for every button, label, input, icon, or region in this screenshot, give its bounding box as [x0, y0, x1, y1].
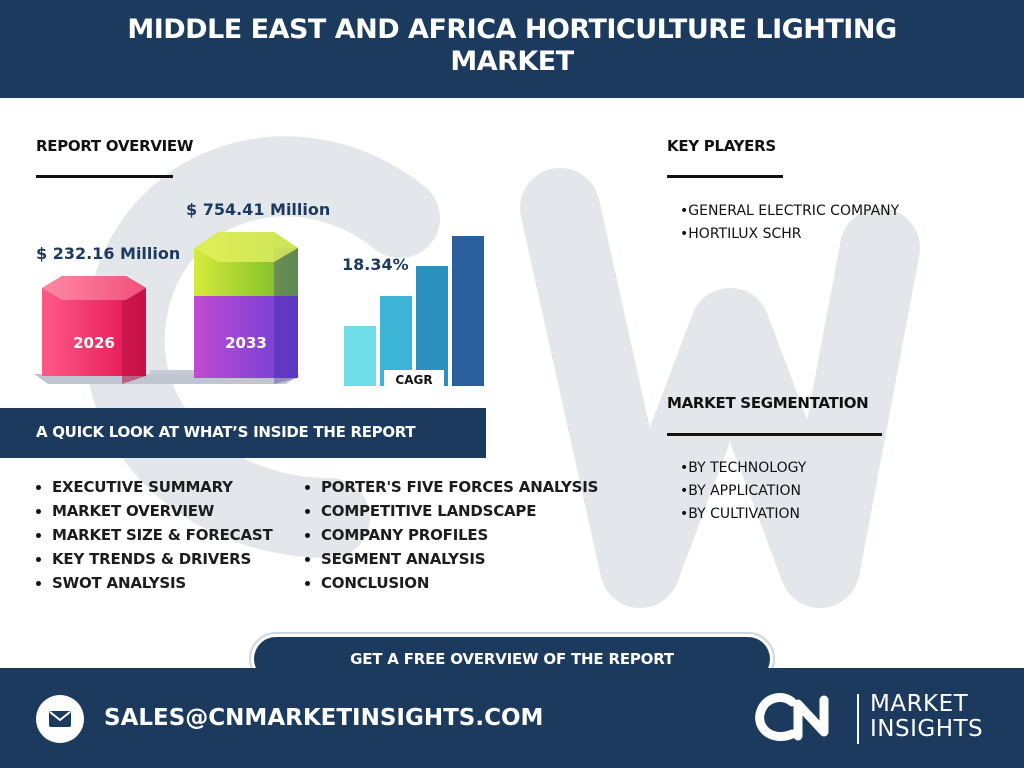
segment-item: BY APPLICATION	[680, 480, 806, 503]
footer-bar	[0, 668, 1024, 768]
logo-line-1: MARKET	[870, 691, 969, 717]
report-contents-item: PORTER'S FIVE FORCES ANALYSIS	[303, 475, 598, 499]
cagr-bar-1	[344, 326, 376, 386]
prism-2033	[194, 232, 298, 384]
key-players-underline	[667, 175, 783, 178]
value-2026-label: $ 232.16 Million	[36, 244, 181, 263]
logo-wordmark: MARKET INSIGHTS	[870, 692, 983, 742]
logo-mark: CN	[802, 745, 804, 747]
key-players-title: KEY PLAYERS	[667, 137, 776, 155]
base-connector	[150, 370, 200, 374]
value-2033-label: $ 754.41 Million	[186, 200, 331, 219]
report-contents-col1: EXECUTIVE SUMMARY MARKET OVERVIEW MARKET…	[34, 475, 273, 595]
segmentation-list: BY TECHNOLOGY BY APPLICATION BY CULTIVAT…	[680, 457, 806, 526]
header-banner: MIDDLE EAST AND AFRICA HORTICULTURE LIGH…	[0, 0, 1024, 98]
mail-icon-circle	[36, 695, 84, 743]
market-segmentation-title: MARKET SEGMENTATION	[667, 394, 869, 412]
logo-divider	[857, 694, 859, 744]
cagr-bar-3	[416, 266, 448, 386]
market-segmentation-underline	[667, 433, 882, 436]
year-2033-label: 2033	[225, 334, 267, 352]
report-contents-col2: PORTER'S FIVE FORCES ANALYSIS COMPETITIV…	[303, 475, 598, 595]
report-contents-item: SWOT ANALYSIS	[34, 571, 273, 595]
report-contents-item: EXECUTIVE SUMMARY	[34, 475, 273, 499]
cagr-bar-4	[452, 236, 484, 386]
cagr-label: CAGR	[395, 373, 432, 387]
prism-2026	[42, 276, 146, 384]
report-contents-item: MARKET SIZE & FORECAST	[34, 523, 273, 547]
sales-email-link[interactable]: SALES@CNMARKETINSIGHTS.COM	[104, 705, 544, 731]
mail-icon	[49, 711, 71, 727]
segment-item: BY CULTIVATION	[680, 503, 806, 526]
report-overview-underline	[36, 175, 173, 178]
report-contents-item: COMPANY PROFILES	[303, 523, 598, 547]
cagr-value-label: 18.34%	[342, 255, 409, 274]
quick-look-title: A QUICK LOOK AT WHAT’S INSIDE THE REPORT	[36, 423, 416, 441]
overview-graphic: 2026 2033 CAGR	[34, 232, 484, 388]
report-contents-item: SEGMENT ANALYSIS	[303, 547, 598, 571]
segment-item: BY TECHNOLOGY	[680, 457, 806, 480]
key-player-item: HORTILUX SCHR	[680, 223, 899, 246]
cn-logo-icon: CN	[755, 693, 829, 747]
report-contents-item: KEY TRENDS & DRIVERS	[34, 547, 273, 571]
report-contents-item: CONCLUSION	[303, 571, 598, 595]
report-contents-item: MARKET OVERVIEW	[34, 499, 273, 523]
cagr-label-box	[384, 370, 444, 388]
quick-look-banner: A QUICK LOOK AT WHAT’S INSIDE THE REPORT	[0, 408, 486, 458]
report-overview-title: REPORT OVERVIEW	[36, 137, 194, 155]
key-players-list: GENERAL ELECTRIC COMPANY HORTILUX SCHR	[680, 200, 899, 246]
logo-line-2: INSIGHTS	[870, 716, 984, 742]
page-title: MIDDLE EAST AND AFRICA HORTICULTURE LIGH…	[127, 14, 897, 77]
key-player-item: GENERAL ELECTRIC COMPANY	[680, 200, 899, 223]
report-contents-item: COMPETITIVE LANDSCAPE	[303, 499, 598, 523]
year-2026-label: 2026	[73, 334, 115, 352]
